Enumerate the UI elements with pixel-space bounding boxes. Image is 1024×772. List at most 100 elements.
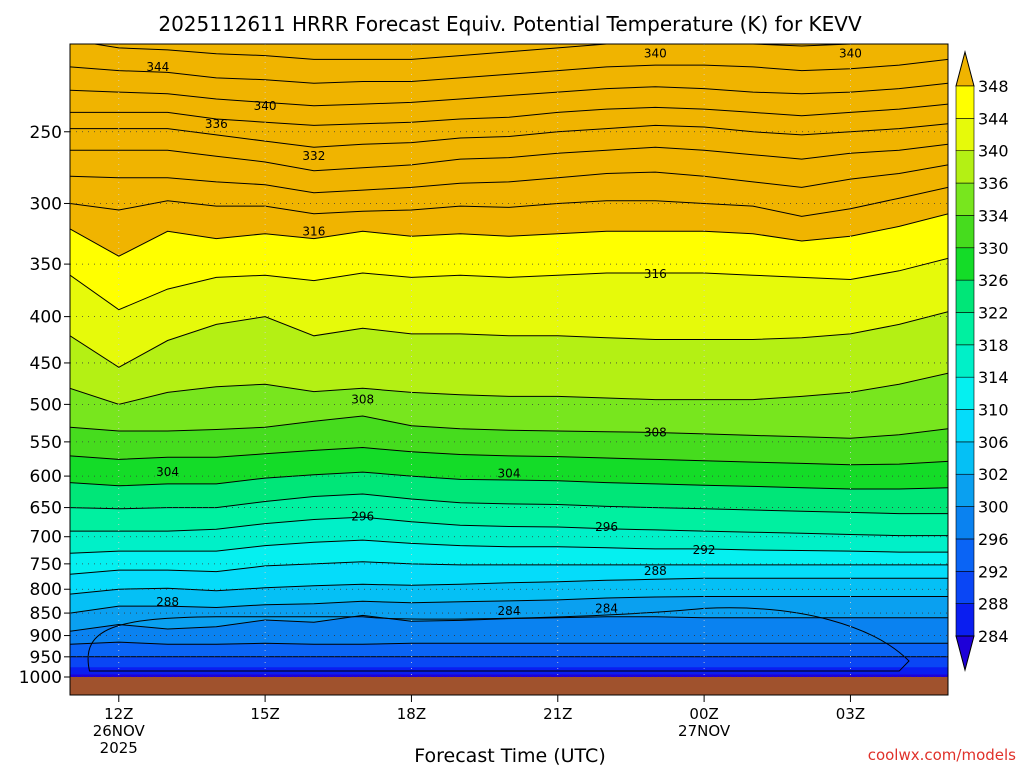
contour-label: 340 [254, 99, 277, 113]
x-tick-label: 15Z [250, 705, 279, 723]
y-tick-label: 800 [30, 580, 62, 600]
contour-line [70, 58, 948, 84]
y-axis: 250 300 350 400 450 500 550 600 650 700 750 800 850 9… [19, 123, 70, 688]
colorbar-label: 322 [978, 303, 1009, 322]
contour-line [70, 372, 948, 405]
contour-label: 304 [498, 466, 521, 480]
contour-line [70, 123, 948, 148]
y-tick-label: 450 [30, 354, 62, 374]
colorbar-swatch [955, 603, 975, 637]
colorbar-label: 344 [978, 109, 1009, 128]
colorbar-swatch [955, 182, 975, 216]
colorbar-extend-min [955, 635, 975, 672]
colorbar: 284 288 292 296 300 302 306 310 314 318 322 326 330 3… [955, 50, 1009, 672]
contour-label: 308 [351, 393, 374, 407]
y-tick-label: 950 [30, 648, 62, 668]
colorbar-swatch [955, 312, 975, 346]
gridlines [70, 44, 948, 678]
colorbar-swatch [955, 247, 975, 281]
colorbar-label: 288 [978, 595, 1009, 614]
colorbar-label: 330 [978, 239, 1009, 258]
contour-line [70, 561, 948, 575]
colorbar-swatch [955, 538, 975, 572]
contour-label: 332 [302, 149, 325, 163]
contour-label: 316 [644, 267, 667, 281]
contour-label: 304 [156, 465, 179, 479]
plot-area [70, 44, 948, 677]
y-tick-label: 750 [30, 555, 62, 575]
x-tick-label: 00Z [689, 705, 718, 723]
y-tick-label: 900 [30, 627, 62, 647]
contour-label: 344 [146, 60, 169, 74]
colorbar-label: 310 [978, 401, 1009, 420]
colorbar-swatch [955, 570, 975, 604]
colorbar-label: 340 [978, 142, 1009, 161]
colorbar-swatch [955, 215, 975, 249]
contour-line [70, 516, 948, 537]
contour-band-0 [70, 673, 948, 677]
colorbar-label: 306 [978, 433, 1009, 452]
colorbar-label: 326 [978, 271, 1009, 290]
contour-label: 292 [693, 543, 716, 557]
colorbar-swatch [955, 473, 975, 507]
contour-line [70, 596, 948, 614]
contour-labels: 344 340 340 340 336 332 316 316 308 308 304 304 296 2… [146, 47, 862, 618]
x-tick-label: 2025 [100, 739, 138, 757]
contour-label: 308 [644, 425, 667, 439]
contour-label: 296 [595, 520, 618, 534]
contour-label: 284 [498, 604, 521, 618]
colorbar-swatch [955, 376, 975, 410]
y-tick-label: 350 [30, 255, 62, 275]
colorbar-label: 284 [978, 627, 1009, 646]
colorbar-label: 334 [978, 206, 1009, 225]
y-tick-label: 1000 [19, 668, 62, 688]
contour-line [70, 143, 948, 172]
contour-line [70, 577, 948, 595]
contour-line [91, 44, 857, 60]
colorbar-label: 336 [978, 174, 1009, 193]
colorbar-swatch [955, 85, 975, 119]
colorbar-label: 314 [978, 368, 1009, 387]
colorbar-swatch [955, 441, 975, 475]
contour-label: 340 [839, 47, 862, 61]
y-tick-label: 850 [30, 604, 62, 624]
contour-line [70, 539, 948, 554]
contour-label: 340 [644, 47, 667, 61]
colorbar-label: 318 [978, 336, 1009, 355]
colorbar-swatch [955, 506, 975, 540]
chart-title: 2025112611 HRRR Forecast Equiv. Potentia… [158, 12, 862, 36]
contour-line [70, 311, 948, 368]
contour-line [70, 641, 948, 645]
colorbar-swatch [955, 344, 975, 378]
contour-line [70, 415, 948, 439]
contour-line [70, 82, 948, 107]
contour-line [70, 471, 948, 490]
x-tick-label: 12Z [104, 705, 133, 723]
contour-label: 284 [595, 601, 618, 615]
colorbar-swatch [955, 150, 975, 184]
colorbar-swatch [955, 118, 975, 152]
colorbar-label: 296 [978, 530, 1009, 549]
plot-frame [69, 43, 949, 696]
contour-line [70, 257, 948, 311]
contour-band-2 [70, 656, 948, 668]
y-tick-label: 500 [30, 395, 62, 415]
contour-label: 336 [205, 117, 228, 131]
colorbar-extend-max [955, 50, 975, 87]
colorbar-label: 292 [978, 562, 1009, 581]
contour-line [70, 213, 948, 257]
contour-line [70, 186, 948, 217]
y-tick-label: 300 [30, 194, 62, 214]
x-tick-label: 27NOV [678, 722, 731, 740]
contour-lines [70, 44, 948, 672]
colorbar-swatch [955, 409, 975, 443]
contour-label: 296 [351, 510, 374, 524]
y-tick-label: 700 [30, 528, 62, 548]
credit-link[interactable]: coolwx.com/models [868, 746, 1016, 764]
colorbar-label: 348 [978, 77, 1009, 96]
contour-line [70, 103, 948, 126]
contour-line [70, 164, 948, 194]
